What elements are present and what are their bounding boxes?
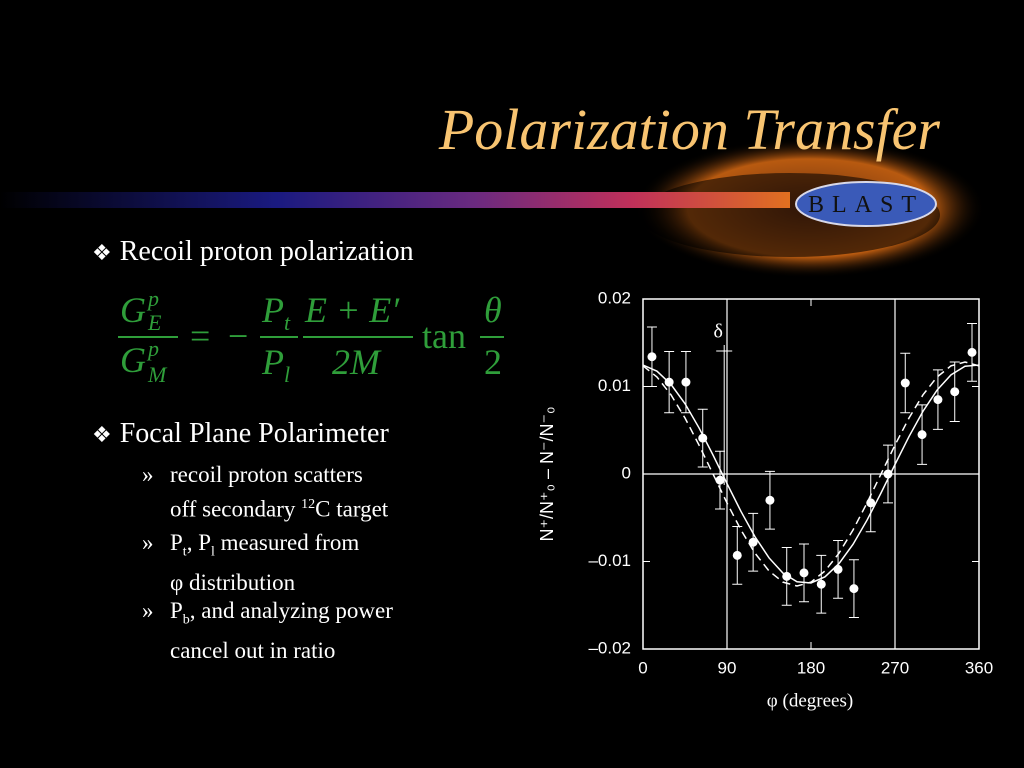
eq-symbol: G [120,340,146,380]
data-point [900,378,910,388]
data-point [917,430,927,440]
data-point [816,579,826,589]
eq-symbol: θ [484,290,502,330]
x-tick-label: 90 [718,658,737,677]
x-tick-label: 0 [638,658,647,677]
swoosh [0,192,790,208]
eq-sup: p [146,336,159,361]
y-axis-label: N⁺/N⁺₀ – N⁻/N⁻₀ [537,407,557,542]
bullet-text: Recoil proton polarization [119,236,414,267]
sub-bullet: » Pb, and analyzing power cancel out in ra… [142,596,393,666]
text: measured from [214,530,360,555]
data-point [967,347,977,357]
data-point [933,395,943,405]
text: off secondary [170,496,302,522]
text: φ distribution [170,569,296,595]
data-point [799,568,809,578]
eq-symbol: tan [422,316,466,356]
eq-symbol: − [228,316,248,356]
sub-bullet: » Pt, Pl measured from φ distribution [142,528,359,598]
data-point [732,550,742,560]
data-point [681,377,691,387]
y-tick-label: 0.01 [598,376,631,395]
y-tick-label: –0.01 [588,551,631,570]
data-point [833,564,843,574]
superscript: 12 [301,497,316,512]
data-point [647,352,657,362]
eq-symbol: E + E′ [304,290,400,330]
data-point [765,495,775,505]
eq-symbol: P [261,290,284,330]
eq-sub: t [284,310,291,335]
equation: G p E G p M = − P t P l E + E′ 2M tan θ … [118,286,504,387]
eq-sub: M [147,362,168,387]
text: C target [315,496,389,522]
x-tick-label: 180 [797,658,825,677]
sub-bullet: » recoil proton scatters off secondary 12C… [142,460,388,525]
subscript: t [182,544,187,560]
bullet: ❖ Focal Plane Polarimeter [92,418,389,450]
bullet-marker: ❖ [92,422,112,447]
data-point [950,387,960,397]
subscript: b [182,612,190,628]
sub-marker: » [142,598,154,623]
bullet-text: Focal Plane Polarimeter [119,418,389,449]
y-tick-label: –0.02 [588,638,631,657]
data-point [715,475,725,485]
x-tick-label: 360 [965,658,993,677]
text: , P [186,530,211,555]
text: recoil proton scatters [170,462,363,487]
text: , and analyzing power [189,598,393,623]
y-tick-label: 0 [622,463,631,482]
eq-sup: p [146,286,159,311]
sub-marker: » [142,530,154,555]
eq-symbol: = [190,316,210,356]
eq-symbol: G [120,290,146,330]
eq-sub: l [284,362,290,387]
annotation: δ [713,321,722,343]
text: cancel out in ratio [170,637,336,663]
eq-symbol: 2 [484,342,502,382]
x-tick-label: 270 [881,658,909,677]
eq-symbol: P [261,342,284,382]
text: P [170,530,183,555]
sub-marker: » [142,462,154,487]
text: P [170,598,183,623]
slide-title: Polarization Transfer [438,97,940,162]
eq-sub: E [147,310,162,335]
bullet-marker: ❖ [92,240,112,265]
logo [795,181,937,227]
eq-symbol: 2M [332,342,382,382]
subscript: l [210,544,215,560]
data-point [748,537,758,547]
x-axis-label: φ (degrees) [767,690,853,711]
logo-text: BLAST [808,192,924,218]
curve [642,361,980,587]
data-point [883,469,893,479]
curve [642,364,980,584]
y-tick-label: 0.02 [598,288,631,307]
data-point [849,584,859,594]
bullet: ❖ Recoil proton polarization [92,236,414,268]
